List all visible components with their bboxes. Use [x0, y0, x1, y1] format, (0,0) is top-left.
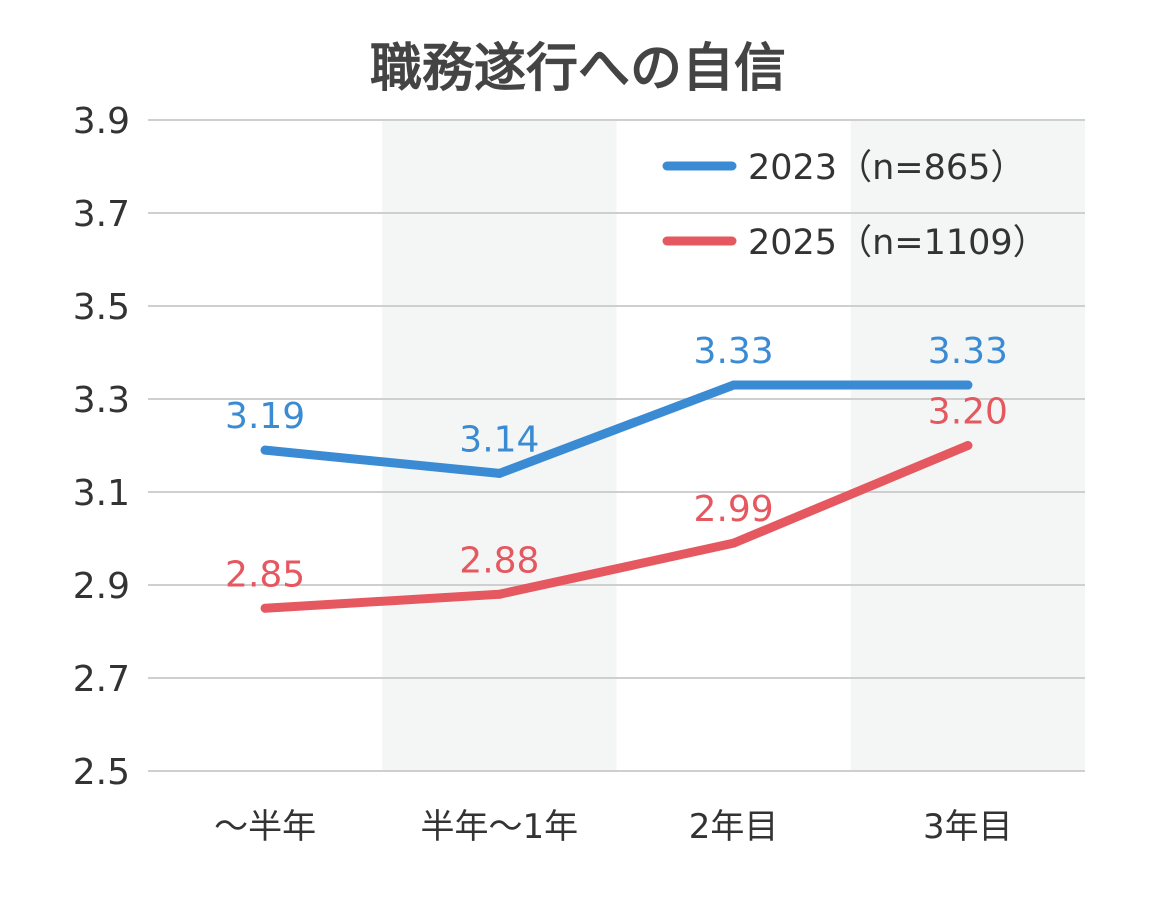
legend-label: 2025（n=1109） [748, 223, 1048, 263]
y-tick-label: 3.3 [73, 380, 130, 421]
y-tick-label: 3.5 [73, 287, 130, 328]
x-category-label: 半年～1年 [421, 807, 579, 847]
data-point [963, 380, 973, 390]
series-line [260, 441, 973, 613]
y-tick-label: 3.7 [73, 194, 130, 235]
data-point [494, 589, 504, 599]
x-axis-categories: ～半年 半年～1年 2年目 3年目 [214, 807, 1013, 847]
data-label: 2.99 [694, 489, 774, 530]
data-point [729, 538, 739, 548]
legend-label: 2023（n=865） [748, 148, 1025, 188]
series-lines [260, 380, 973, 613]
y-tick-label: 2.5 [73, 752, 130, 793]
data-labels: 3.19 3.14 3.33 3.33 2.85 2.88 2.99 3.20 [225, 331, 1008, 595]
data-label: 3.20 [928, 392, 1008, 433]
series-line [260, 380, 973, 478]
data-point [963, 441, 973, 450]
legend: 2023（n=865） 2025（n=1109） [662, 148, 1048, 263]
data-point [260, 445, 270, 455]
y-tick-label: 2.9 [73, 566, 130, 607]
y-tick-label: 2.7 [73, 659, 130, 700]
data-label: 3.33 [694, 331, 774, 372]
x-category-label: 3年目 [923, 807, 1013, 847]
y-tick-label: 3.1 [73, 473, 130, 514]
data-label: 3.33 [928, 331, 1008, 372]
data-label: 3.14 [459, 419, 539, 460]
chart-title: 職務遂行への自信 [370, 39, 786, 99]
data-point [729, 380, 739, 390]
gridlines [148, 119, 1085, 772]
y-tick-label: 3.9 [73, 101, 130, 142]
data-label: 3.19 [225, 396, 305, 437]
x-category-label: 2年目 [689, 807, 779, 847]
y-axis-ticks: 3.9 3.7 3.5 3.3 3.1 2.9 2.7 2.5 [73, 101, 130, 793]
x-category-label: ～半年 [214, 807, 316, 847]
data-point [260, 603, 270, 613]
data-point [494, 468, 504, 478]
data-label: 2.85 [225, 554, 305, 595]
data-label: 2.88 [459, 540, 539, 581]
